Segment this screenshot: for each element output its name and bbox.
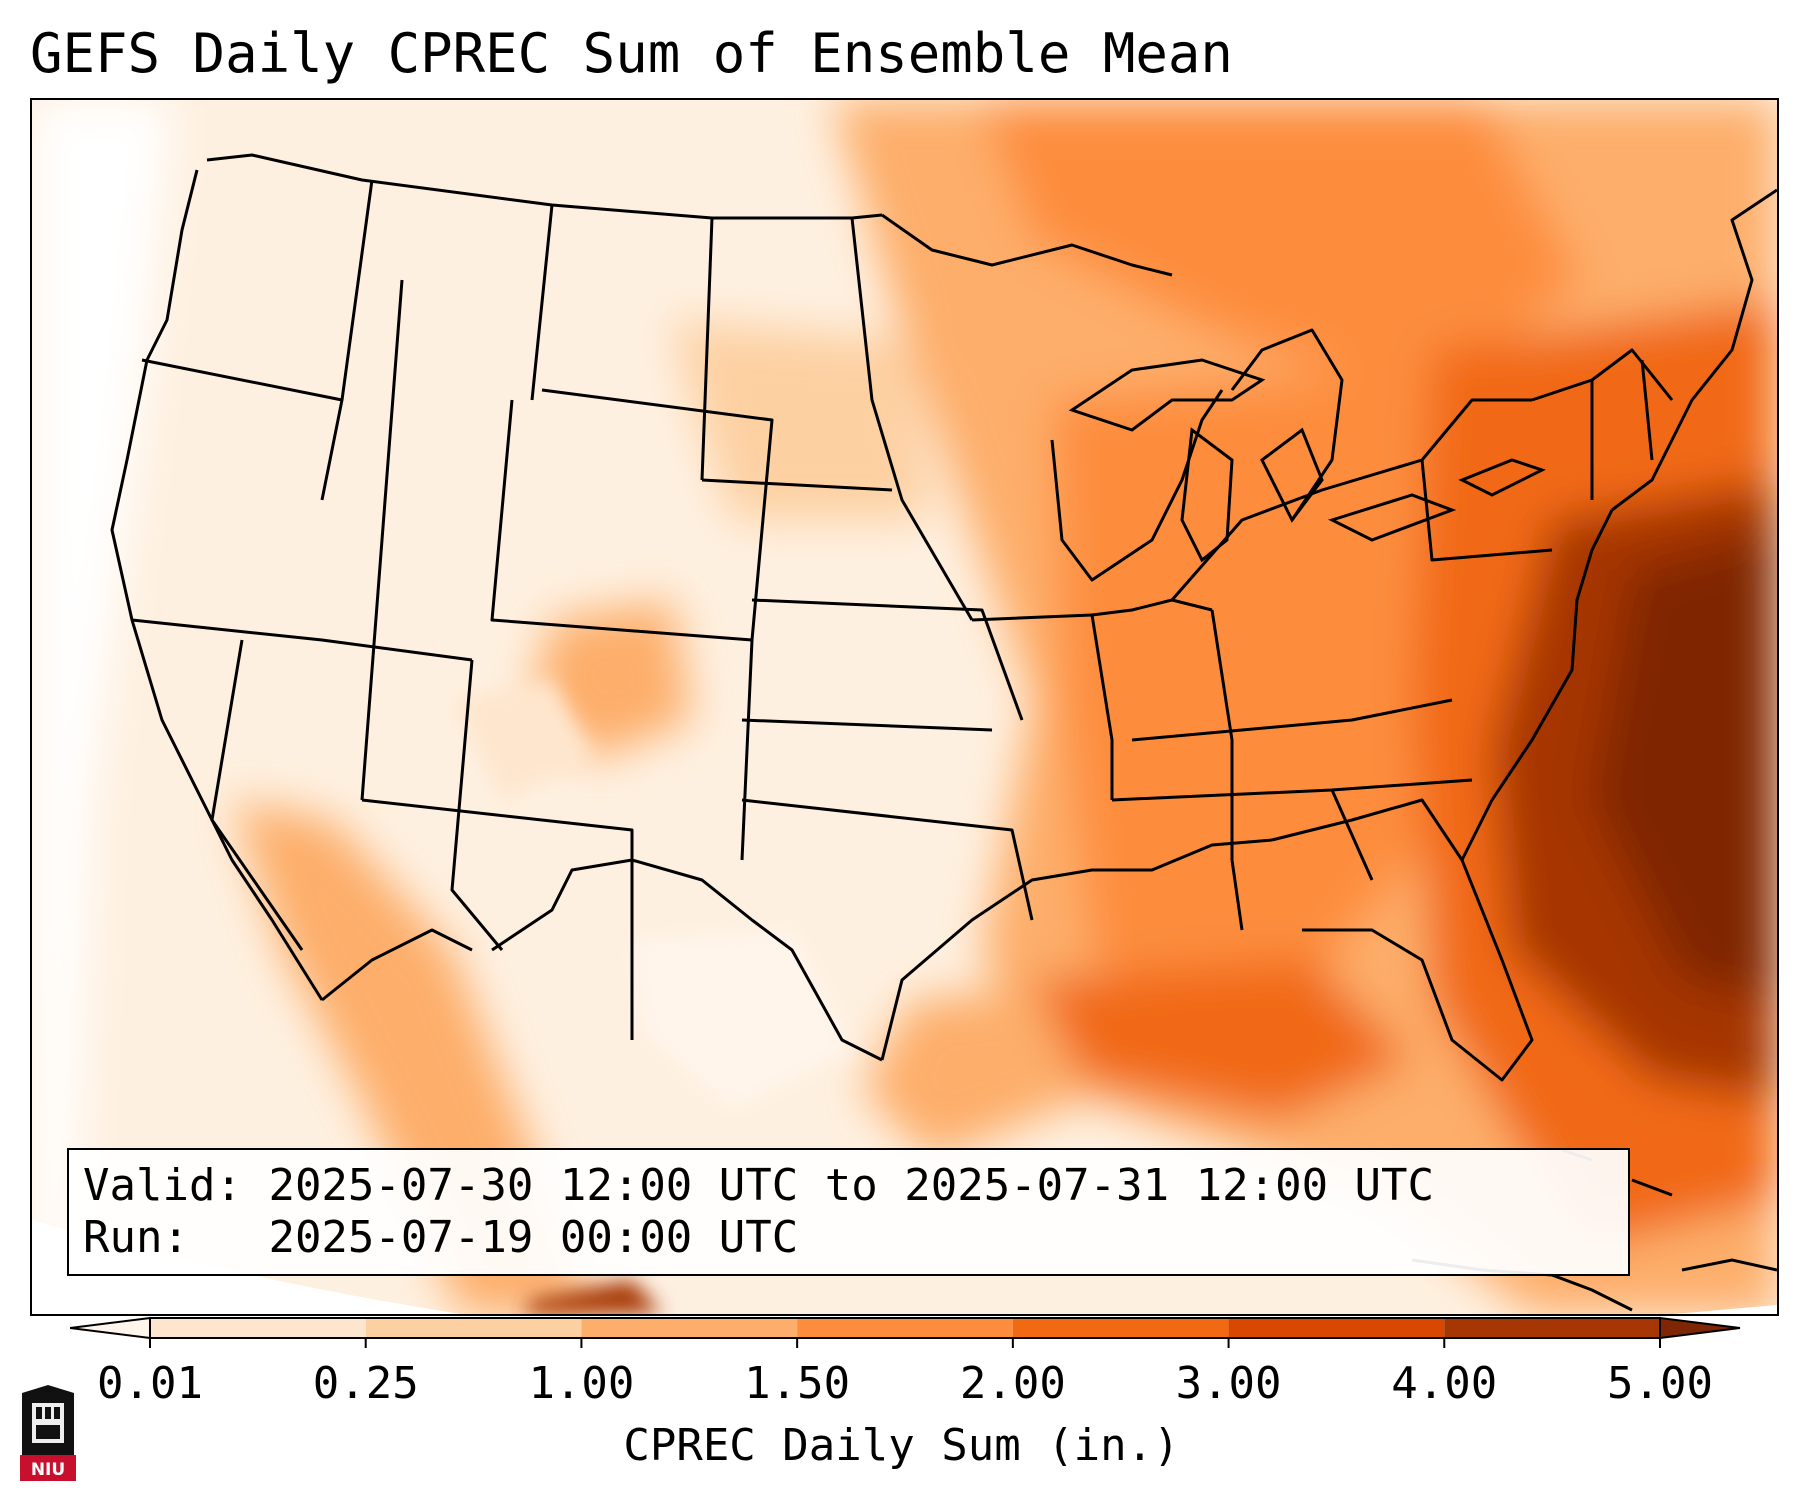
colorbar-tick-1: 0.25 [312, 1358, 419, 1409]
valid-label: Valid: [83, 1160, 242, 1211]
colorbar-segment [581, 1318, 798, 1338]
colorbar-tick-4: 2.00 [959, 1358, 1066, 1409]
colorbar-segment [150, 1318, 366, 1338]
colorbar-segment [365, 1318, 582, 1338]
colorbar-tick-2: 1.00 [528, 1358, 635, 1409]
colorbar [70, 1316, 1741, 1348]
colorbar-segment [1444, 1318, 1660, 1338]
colorbar-label: CPREC Daily Sum (in.) [623, 1420, 1180, 1471]
precip-map [30, 98, 1779, 1316]
colorbar-tick-6: 4.00 [1391, 1358, 1498, 1409]
svg-text:NIU: NIU [31, 1460, 65, 1480]
colorbar-extend-low [70, 1316, 151, 1340]
colorbar-tick-5: 3.00 [1175, 1358, 1282, 1409]
colorbar-tick-3: 1.50 [744, 1358, 851, 1409]
colorbar-segment [797, 1318, 1013, 1338]
colorbar-segment [1012, 1318, 1229, 1338]
run-value: 2025-07-19 00:00 UTC [268, 1212, 799, 1263]
map-title: GEFS Daily CPREC Sum of Ensemble Mean [30, 22, 1233, 85]
colorbar-segment [1228, 1318, 1445, 1338]
valid-run-box: Valid: 2025-07-30 12:00 UTC to 2025-07-3… [67, 1148, 1630, 1276]
niu-logo-icon: NIU [20, 1385, 76, 1481]
valid-value: 2025-07-30 12:00 UTC to 2025-07-31 12:00… [268, 1160, 1435, 1211]
colorbar-outline [149, 1317, 1661, 1339]
run-label: Run: [83, 1212, 189, 1263]
colorbar-extend-high [1659, 1316, 1741, 1340]
colorbar-tick-0: 0.01 [97, 1358, 203, 1409]
colorbar-tick-7: 5.00 [1607, 1358, 1713, 1409]
